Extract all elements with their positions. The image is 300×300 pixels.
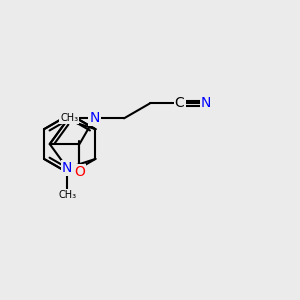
Text: C: C	[175, 97, 184, 110]
Text: N: N	[89, 111, 100, 125]
Text: CH₃: CH₃	[60, 113, 78, 123]
Text: O: O	[74, 165, 85, 179]
Text: CH₃: CH₃	[58, 190, 76, 200]
Text: N: N	[201, 97, 211, 110]
Text: N: N	[62, 161, 72, 175]
